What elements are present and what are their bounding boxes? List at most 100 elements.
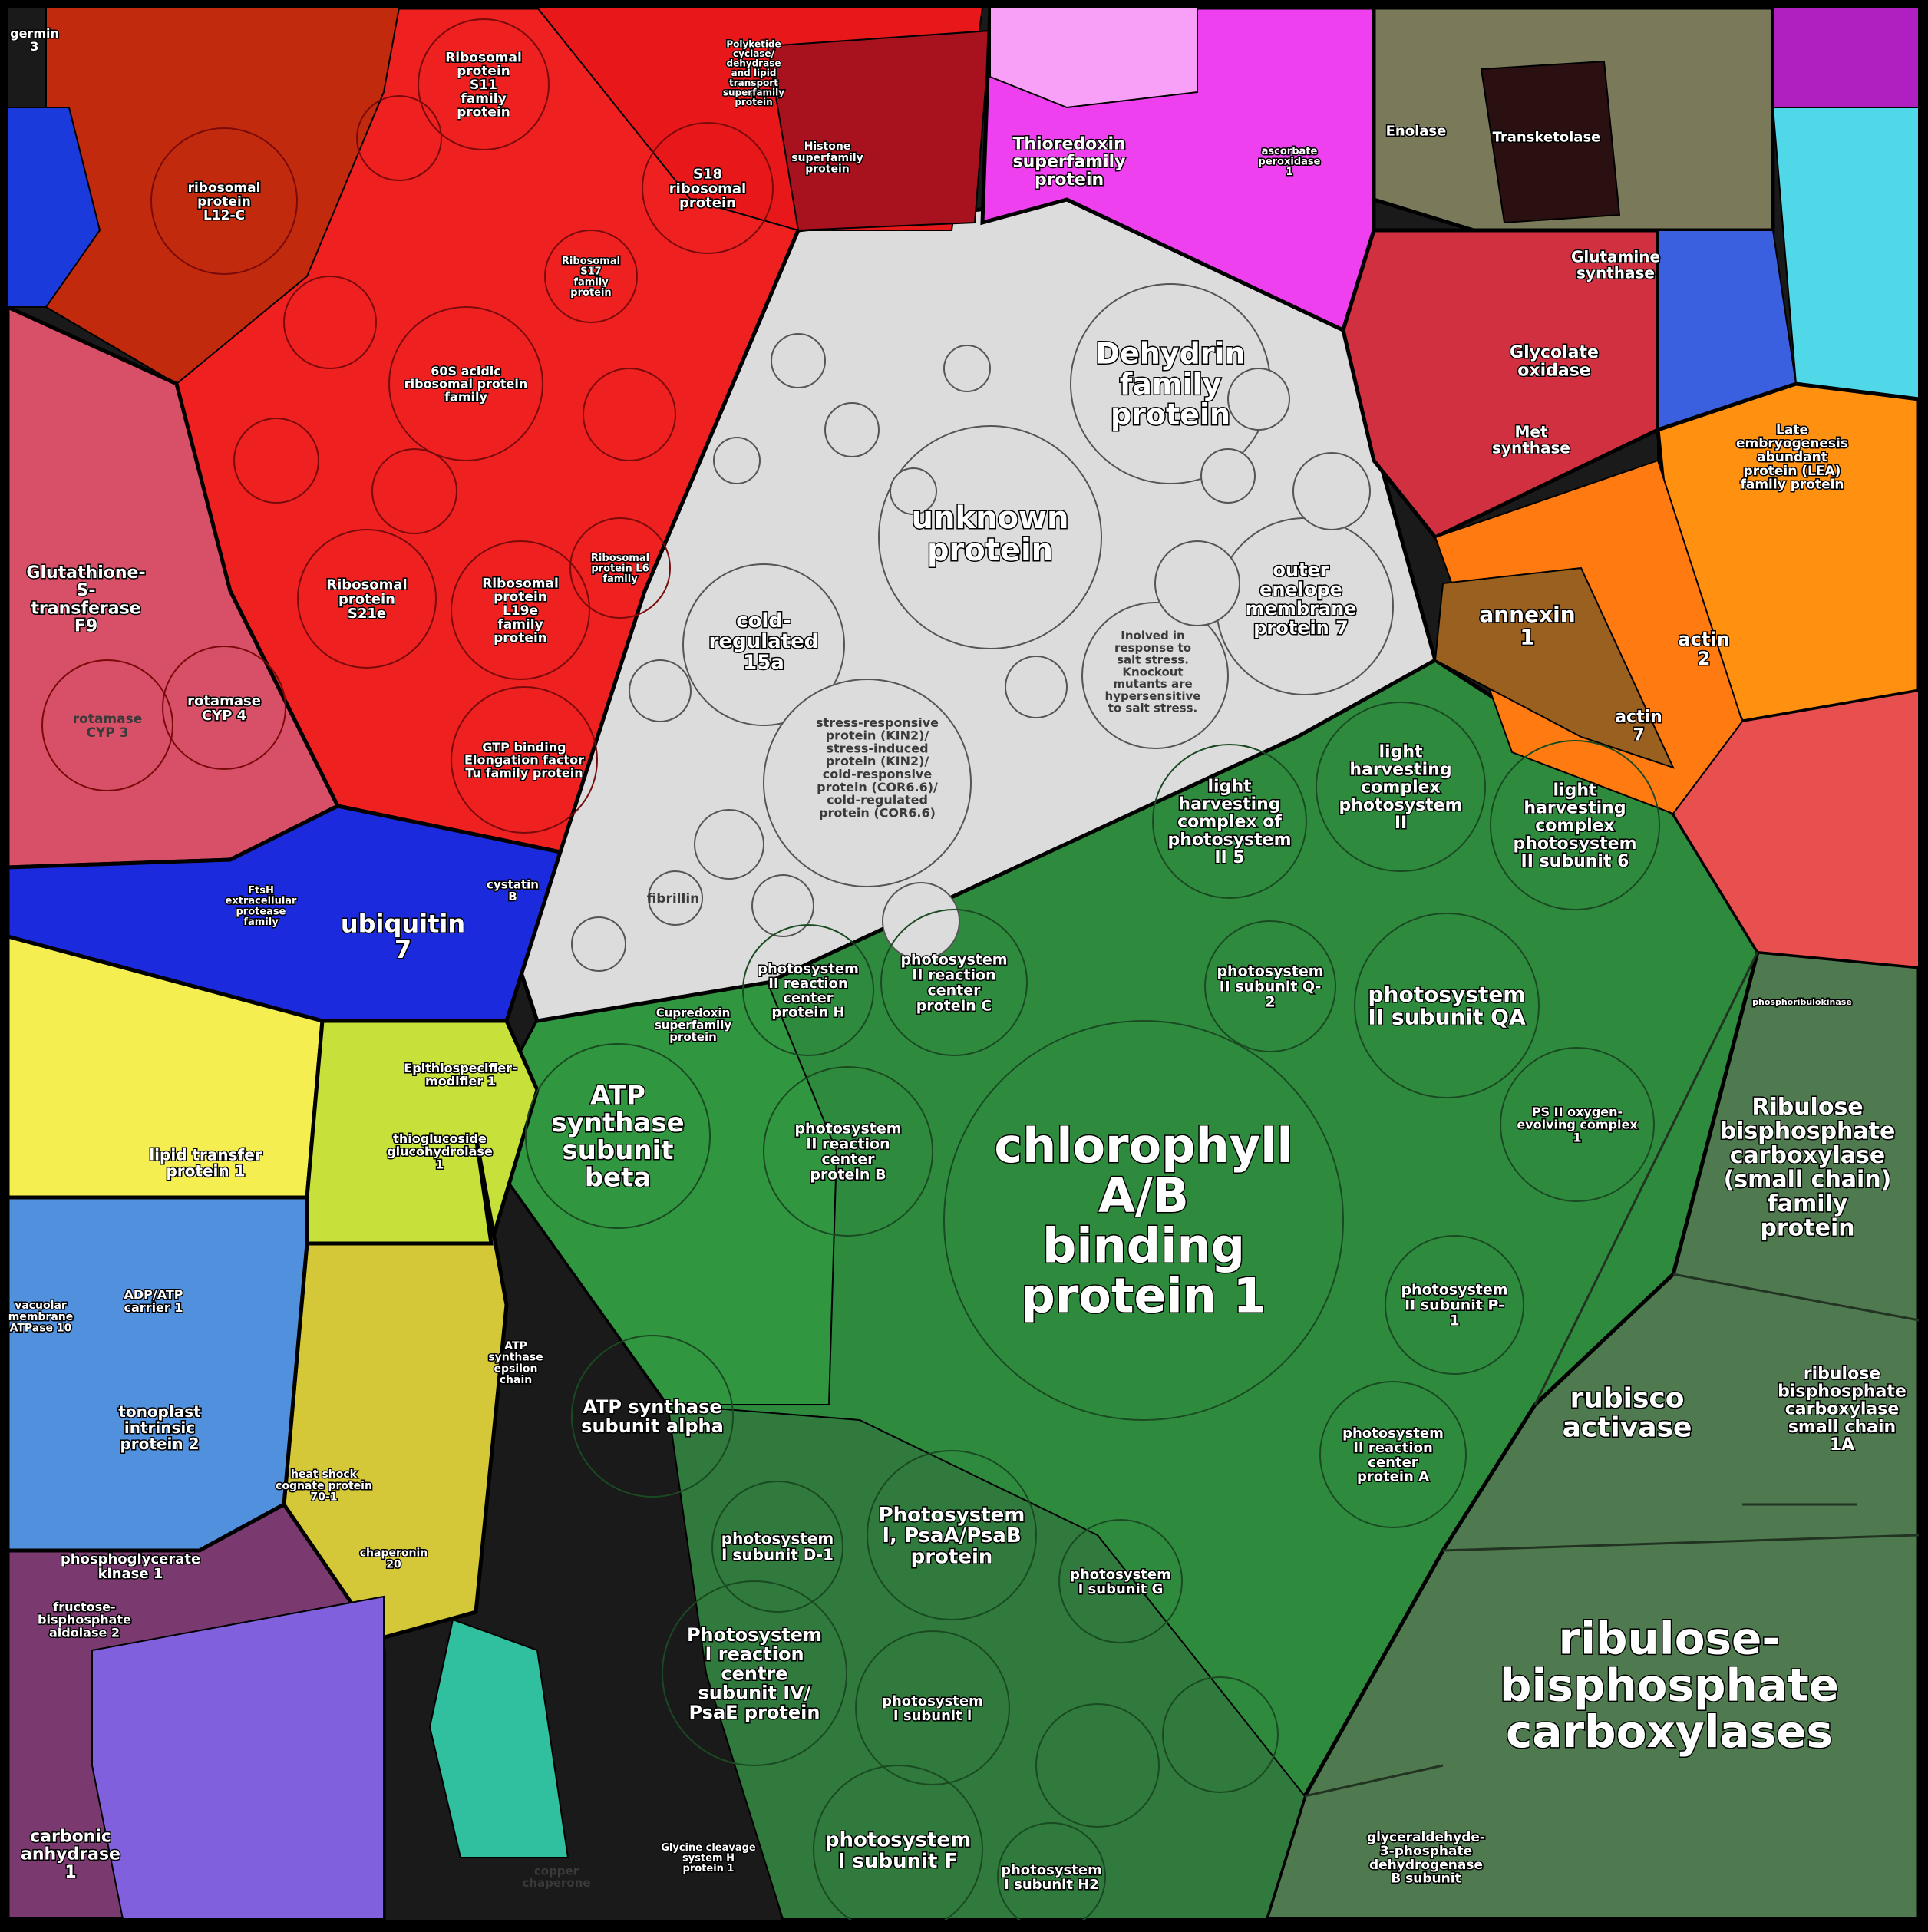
label-salt-line: Inolved in [1121, 629, 1184, 642]
cell-outline [451, 686, 598, 834]
label-polyketide-line: dehydrase [727, 58, 781, 69]
label-psbb: photosystem II reaction center protein B [794, 1121, 901, 1184]
cell-outline [867, 1450, 1037, 1620]
cell-outline [880, 909, 1028, 1056]
label-psbq2-line: II subunit Q- [1220, 979, 1322, 996]
label-rpl6-line: Ribosomal [591, 553, 649, 564]
label-actin7-line: 7 [1633, 725, 1644, 745]
label-rbl12-line: L12-C [203, 208, 245, 223]
cell-outline [694, 809, 764, 880]
label-dhn-line: protein [1111, 398, 1230, 431]
label-s18-line: ribosomal [669, 180, 746, 197]
label-rbl12-line: ribosomal [188, 180, 261, 196]
label-rbcs-line: family [1768, 1191, 1848, 1217]
label-s17-line: family [573, 276, 609, 288]
label-rbc-line: ribulose- [1559, 1612, 1781, 1664]
label-ann1: annexin 1 [1479, 602, 1575, 649]
label-psag-line: I subunit G [1078, 1581, 1164, 1597]
label-psbp1-line: 1 [1449, 1313, 1459, 1329]
cell-outline [662, 1580, 847, 1766]
cell-outline [1442, 1534, 1920, 1552]
label-rbcs1a-line: ribulose [1804, 1365, 1880, 1384]
label-psbb-line: protein B [810, 1167, 886, 1184]
label-cor15-line: cold- [736, 609, 791, 632]
label-psaab-line: Photosystem [879, 1504, 1025, 1527]
label-ms: Met synthase [1492, 423, 1570, 457]
cell-outline [813, 1765, 983, 1932]
label-ubq-line: 7 [395, 935, 411, 964]
label-hsc70-line: 70-1 [310, 1491, 337, 1504]
label-psah2: photosystem I subunit H2 [1001, 1862, 1102, 1893]
label-psbc-line: II reaction [912, 967, 995, 984]
label-salt: Inolved in response to salt stress. Knockou… [1105, 629, 1201, 715]
label-psbb-line: center [821, 1151, 875, 1168]
cell-outline [1385, 1235, 1524, 1375]
label-gs-line: Glutamine [1571, 248, 1660, 266]
label-germin: germin 3 [10, 26, 59, 54]
label-phosphoribulokinase: phosphoribulokinase [1752, 997, 1852, 1007]
label-psbc-line: protein C [916, 998, 992, 1015]
label-psad1: photosystem I subunit D-1 [721, 1530, 834, 1564]
label-oep7-line: protein 7 [1253, 617, 1349, 639]
cell-outline [763, 679, 972, 887]
label-rbc-line: carboxylases [1506, 1706, 1833, 1758]
label-acidic: 60S acidic ribosomal protein family [404, 364, 528, 405]
label-psbp1-line: photosystem [1401, 1282, 1507, 1299]
label-chl: chlorophyll A/B binding protein 1 [994, 1118, 1292, 1323]
label-atpb: ATP synthase subunit beta [551, 1080, 684, 1193]
label-psae-line: subunit IV/ [698, 1683, 810, 1704]
cell-outline [1162, 1676, 1279, 1793]
label-polyketide-line: superfamily [723, 87, 784, 97]
label-oxy-line: PS II oxygen- [1532, 1105, 1623, 1119]
label-ltp1-line: protein 1 [166, 1162, 245, 1181]
label-psaab: Photosystem I, PsaA/PsaB protein [879, 1504, 1025, 1569]
label-psaf-line: photosystem [825, 1828, 971, 1851]
label-gapa-line: glyceraldehyde- [1367, 1830, 1485, 1845]
label-stress-line: protein (KIN2)/ [826, 728, 929, 743]
label-vacatp-line: ATPase 10 [10, 1323, 72, 1335]
label-psba-line: center [1368, 1455, 1418, 1471]
label-l19e-line: L19e [503, 603, 538, 619]
label-lhcb5: light harvesting complex of photosystem II 5 [1167, 778, 1291, 867]
label-polyketide-line: and lipid [731, 68, 777, 78]
label-stress-line: protein (KIN2)/ [826, 754, 929, 768]
cell-outline [583, 368, 676, 461]
label-tkl-line: Transketolase [1493, 129, 1601, 145]
label-ubq-line: ubiquitin [341, 909, 465, 938]
label-salt-line: Knockout [1122, 665, 1183, 679]
cell-outline [283, 276, 377, 369]
label-vacatp-line: membrane [8, 1311, 74, 1323]
cell-outline [751, 874, 814, 937]
label-stress-line: cold-responsive [823, 767, 933, 781]
label-psbq2: photosystem II subunit Q-2 [1217, 963, 1323, 1011]
label-chl-line: A/B [1098, 1167, 1189, 1224]
label-histone-line: protein [805, 163, 850, 176]
label-psae-line: I reaction [705, 1643, 804, 1665]
label-salt-line: response to [1114, 641, 1191, 655]
label-lhcb5-line: photosystem [1167, 831, 1291, 850]
label-l19e-line: protein [494, 631, 547, 646]
label-rca-line: rubisco [1570, 1383, 1685, 1415]
cell-outline [1035, 1703, 1160, 1828]
label-tkl: Transketolase [1493, 129, 1601, 145]
label-lea-line: abundant [1757, 450, 1827, 465]
label-ascorbate: ascorbate peroxidase 1 [1259, 146, 1321, 178]
label-rbcs1a-line: 1A [1830, 1435, 1854, 1455]
cell-outline [1227, 368, 1290, 431]
label-lea-line: protein (LEA) [1744, 464, 1841, 479]
label-ms-line: synthase [1492, 439, 1570, 457]
label-tip2-line: tonoplast [118, 1402, 201, 1421]
label-oep7-line: outer [1273, 560, 1329, 581]
label-lhcb6: light harvesting complex photosystem II subu… [1513, 781, 1636, 871]
label-tip2: tonoplast intrinsic protein 2 [118, 1402, 201, 1453]
region-teal-cluster [428, 1618, 569, 1858]
label-psbqa-line: II subunit QA [1368, 1005, 1526, 1030]
label-actin7: actin 7 [1615, 708, 1662, 745]
label-chl-line: binding [1042, 1217, 1245, 1273]
label-gtp-line: Tu family protein [465, 765, 583, 780]
label-gapa-line: dehydrogenase [1369, 1858, 1483, 1873]
label-ftsh: FtsH extracellular protease family [226, 885, 298, 928]
